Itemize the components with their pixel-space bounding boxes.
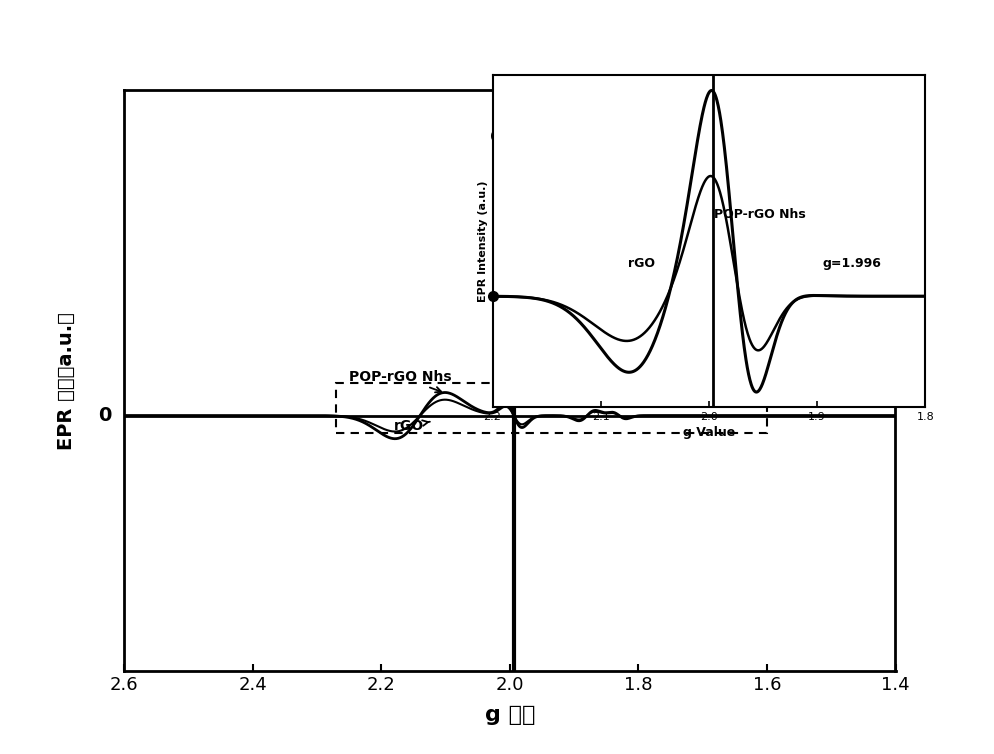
X-axis label: g 因子: g 因子 xyxy=(484,705,535,725)
Text: POP-rGO Nhs: POP-rGO Nhs xyxy=(714,208,805,221)
X-axis label: g Value: g Value xyxy=(682,426,735,439)
Text: rGO: rGO xyxy=(394,418,429,433)
Text: POP-rGO Nhs: POP-rGO Nhs xyxy=(349,369,451,392)
Text: GO: GO xyxy=(490,127,523,146)
Y-axis label: EPR 强度（a.u.）: EPR 强度（a.u.） xyxy=(57,312,76,449)
Text: g=1.994: g=1.994 xyxy=(586,383,665,401)
Text: rGO: rGO xyxy=(627,257,654,270)
Y-axis label: EPR Intensity (a.u.): EPR Intensity (a.u.) xyxy=(478,180,488,302)
Text: g=1.996: g=1.996 xyxy=(822,257,881,270)
Text: 0: 0 xyxy=(98,406,111,425)
Bar xyxy=(336,383,766,434)
